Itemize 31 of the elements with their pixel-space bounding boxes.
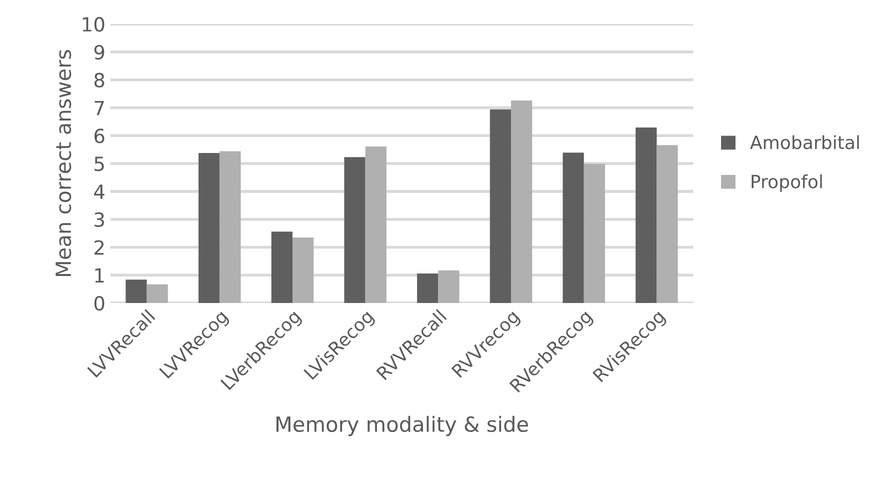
bar [344,157,366,304]
bar [220,151,241,304]
bar [562,152,584,304]
legend-label: Amobarbital [750,135,859,150]
y-tick-label: 6 [94,128,104,144]
bar [198,152,220,304]
bar [656,145,678,304]
y-axis-title: Mean correct answers [56,50,72,276]
bar [292,237,314,304]
bar [438,270,460,304]
bar [636,128,657,304]
bar [271,232,292,304]
y-tick-label: 3 [94,212,104,227]
x-axis-title: Memory modality & side [276,416,528,436]
bar [126,280,147,304]
y-tick-label: 1 [95,268,104,283]
y-tick-label: 5 [94,156,104,172]
bar [511,100,532,304]
legend-label: Propofol [752,174,822,192]
y-tick-label: 2 [94,240,104,255]
y-tick-label: 7 [94,100,104,116]
bar [584,164,606,304]
bar [490,109,512,304]
bar [417,273,438,304]
y-tick-label: 0 [94,296,104,311]
y-tick-label: 8 [94,72,104,88]
bar [365,146,386,304]
y-tick-label: 10 [82,17,104,32]
bar [146,284,168,304]
y-tick-label: 9 [94,44,104,60]
y-tick-label: 4 [94,184,104,199]
